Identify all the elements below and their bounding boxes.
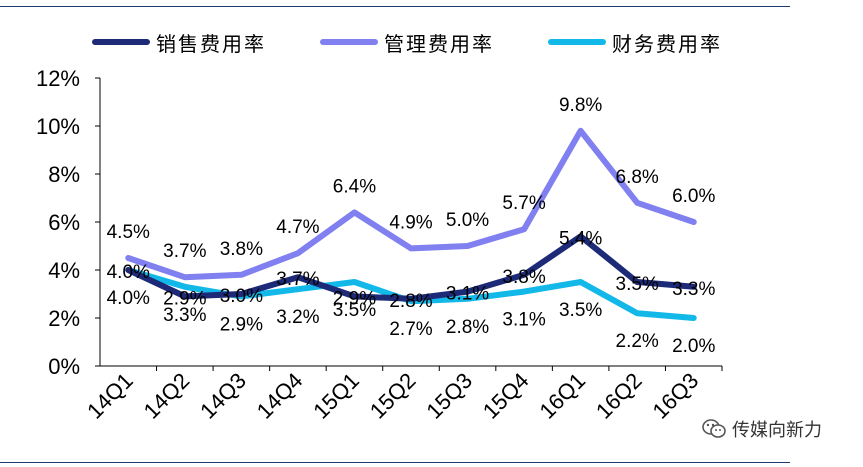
legend-item-selling: 销售费用率	[92, 28, 266, 56]
x-tick-label: 14Q3	[195, 368, 251, 424]
data-label: 2.8%	[389, 291, 432, 312]
data-label: 2.8%	[446, 317, 489, 338]
data-label: 3.3%	[163, 305, 206, 326]
data-label: 3.7%	[163, 241, 206, 262]
x-tick-label: 16Q1	[534, 368, 590, 424]
x-tick-label: 14Q4	[252, 368, 308, 424]
x-tick-label: 15Q2	[365, 368, 421, 424]
data-label: 4.5%	[107, 222, 150, 243]
series-line-1	[125, 127, 697, 281]
watermark: 传媒向新力	[702, 416, 822, 442]
series-line-0	[125, 233, 697, 302]
data-label: 3.0%	[220, 286, 263, 307]
data-label: 6.8%	[616, 167, 659, 188]
data-label: 6.0%	[672, 186, 715, 207]
data-label: 4.7%	[276, 217, 319, 238]
data-label: 5.0%	[446, 210, 489, 231]
x-tick-label: 14Q2	[139, 368, 195, 424]
data-label: 2.9%	[333, 288, 376, 309]
wechat-icon	[702, 419, 726, 438]
data-label: 3.8%	[220, 239, 263, 260]
x-tick-label: 14Q1	[82, 368, 138, 424]
data-label: 5.7%	[502, 193, 545, 214]
data-label: 6.4%	[333, 176, 376, 197]
data-label: 3.5%	[559, 300, 602, 321]
data-label: 2.9%	[220, 314, 263, 335]
legend-label-finance: 财务费用率	[612, 31, 722, 56]
data-label: 3.2%	[276, 307, 319, 328]
data-label: 4.0%	[107, 262, 150, 283]
x-tick-label: 16Q3	[648, 368, 704, 424]
y-tick-label: 0%	[48, 354, 80, 379]
y-tick-label: 4%	[48, 258, 80, 283]
data-label: 3.5%	[333, 300, 376, 321]
data-label: 3.1%	[502, 310, 545, 331]
y-tick-label: 8%	[48, 162, 80, 187]
y-tick-label: 2%	[48, 306, 80, 331]
data-label: 5.4%	[559, 228, 602, 249]
legend-swatch-admin	[320, 39, 378, 45]
data-label: 3.7%	[276, 269, 319, 290]
data-label: 3.3%	[672, 279, 715, 300]
legend-item-finance: 财务费用率	[548, 28, 722, 56]
y-tick-label: 12%	[36, 66, 80, 91]
data-label: 4.9%	[389, 212, 432, 233]
x-tick-label: 16Q2	[591, 368, 647, 424]
data-label: 2.9%	[163, 288, 206, 309]
bottom-rule	[0, 462, 790, 463]
data-label: 3.8%	[502, 267, 545, 288]
legend-swatch-selling	[92, 39, 150, 45]
legend-label-selling: 销售费用率	[156, 31, 266, 56]
data-label: 2.7%	[389, 319, 432, 340]
x-tick-label: 15Q1	[308, 368, 364, 424]
data-label: 3.1%	[446, 284, 489, 305]
top-rule	[0, 6, 790, 7]
legend-item-admin: 管理费用率	[320, 28, 494, 56]
legend-swatch-finance	[548, 39, 606, 45]
data-label: 3.5%	[616, 274, 659, 295]
legend-label-admin: 管理费用率	[384, 31, 494, 56]
x-tick-label: 15Q3	[421, 368, 477, 424]
data-label: 4.0%	[107, 288, 150, 309]
data-label: 2.2%	[616, 331, 659, 352]
data-label: 2.0%	[672, 336, 715, 357]
watermark-text: 传媒向新力	[732, 420, 822, 441]
data-label: 9.8%	[559, 95, 602, 116]
y-tick-label: 6%	[48, 210, 80, 235]
y-tick-label: 10%	[36, 114, 80, 139]
x-tick-label: 15Q4	[478, 368, 534, 424]
